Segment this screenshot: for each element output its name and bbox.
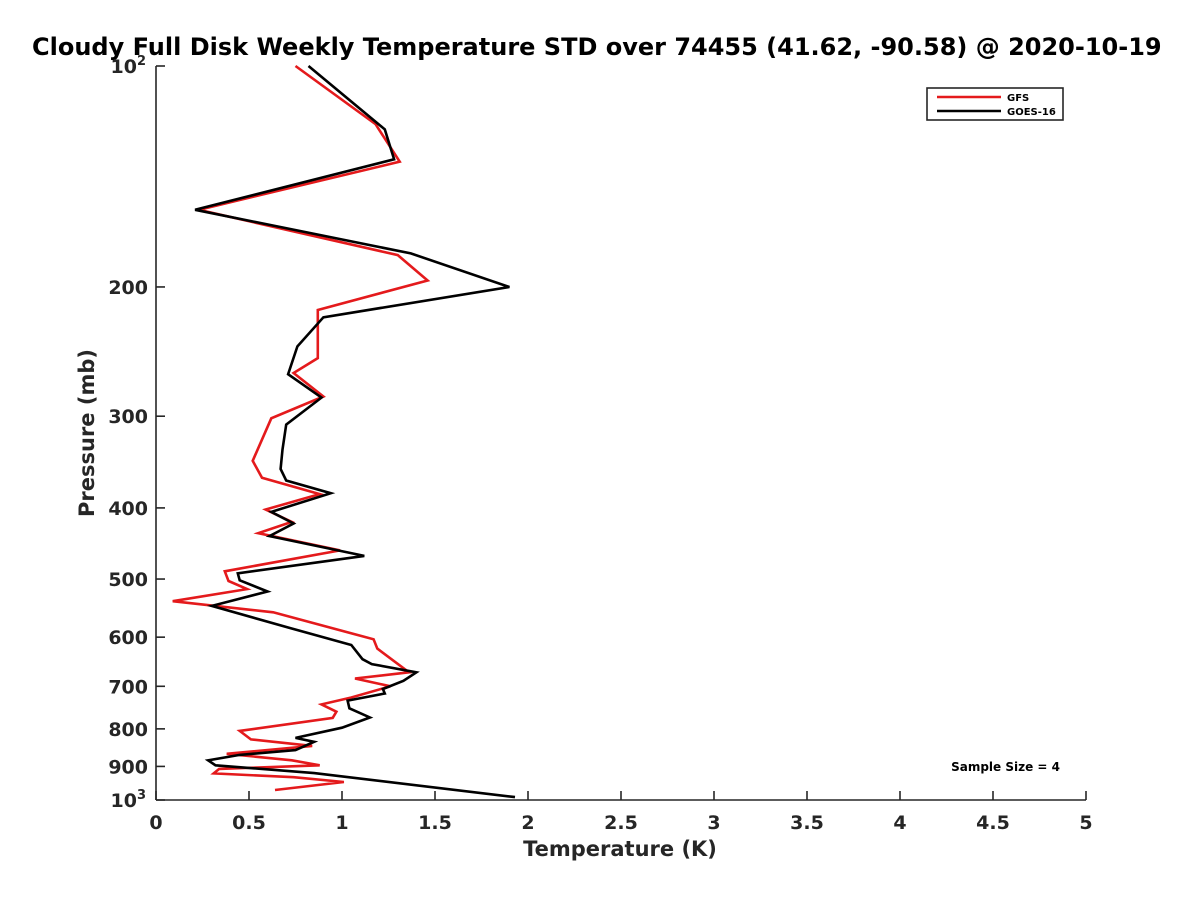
x-tick-label: 4: [893, 812, 906, 834]
x-tick-label: 1.5: [418, 812, 452, 834]
y-tick-label-exponent: 3: [137, 788, 146, 803]
y-tick-label: 10: [111, 56, 137, 78]
legend-label: GFS: [1007, 93, 1029, 104]
y-tick-label-exponent: 2: [137, 54, 146, 69]
chart-title: Cloudy Full Disk Weekly Temperature STD …: [32, 33, 1162, 61]
x-tick-label: 0: [149, 812, 162, 834]
legend: GFS GOES-16: [926, 87, 1064, 121]
legend-box: [926, 87, 1064, 121]
legend-label: GOES-16: [1007, 107, 1056, 118]
y-axis-label: Pressure (mb): [75, 349, 99, 517]
series-line-goes-16: [194, 65, 516, 799]
y-tick-label: 700: [108, 676, 148, 698]
y-tick-label: 500: [108, 569, 148, 591]
x-axis-label: Temperature (K): [523, 837, 717, 861]
x-tick-label: 4.5: [976, 812, 1010, 834]
y-tick-label: 300: [108, 406, 148, 428]
plot-area: [172, 64, 516, 799]
x-tick-label: 3.5: [790, 812, 824, 834]
y-tick-label: 10: [111, 790, 137, 812]
y-tick-label: 900: [108, 756, 148, 778]
y-tick-label: 800: [108, 719, 148, 741]
y-tick-label-base: 10: [111, 790, 137, 812]
x-tick-label: 2.5: [604, 812, 638, 834]
y-tick-label: 600: [108, 627, 148, 649]
y-tick-label: 400: [108, 498, 148, 520]
x-tick-label: 2: [521, 812, 534, 834]
x-tick-label: 1: [335, 812, 348, 834]
series-line-gfs: [172, 64, 431, 792]
x-tick-label: 5: [1079, 812, 1092, 834]
x-tick-label: 0.5: [232, 812, 266, 834]
axes: 0 0.5 1 1.5 2 2.5 3 3.5 4 4.5 510 22003004005006007…: [108, 54, 1092, 834]
y-tick-label-base: 10: [111, 56, 137, 78]
sample-size-annotation: Sample Size = 4: [951, 760, 1060, 774]
x-tick-label: 3: [707, 812, 720, 834]
y-tick-label: 200: [108, 277, 148, 299]
